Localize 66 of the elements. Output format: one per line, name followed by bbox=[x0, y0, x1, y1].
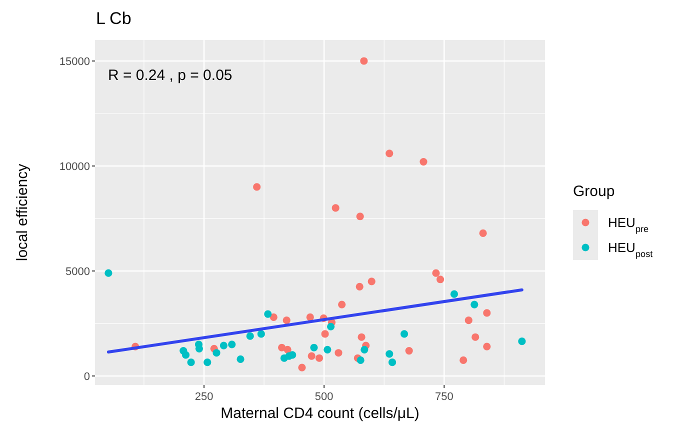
point bbox=[360, 346, 368, 354]
point bbox=[315, 354, 324, 362]
point bbox=[278, 344, 286, 352]
point bbox=[436, 276, 444, 284]
x-tick-label: 750 bbox=[434, 391, 454, 403]
point bbox=[308, 352, 316, 360]
point bbox=[432, 269, 440, 277]
legend-title: Group bbox=[573, 183, 615, 200]
point bbox=[338, 300, 346, 308]
chart-title: L Cb bbox=[96, 9, 132, 28]
point bbox=[405, 346, 413, 355]
point bbox=[518, 338, 526, 346]
point bbox=[324, 346, 332, 354]
y-axis-title: local efficiency bbox=[14, 163, 31, 262]
point bbox=[460, 356, 468, 364]
point bbox=[182, 351, 190, 359]
point bbox=[420, 158, 428, 166]
annotation: R = 0.24 , p = 0.05 bbox=[108, 67, 232, 84]
point bbox=[356, 212, 364, 220]
point bbox=[212, 349, 220, 357]
point bbox=[220, 342, 228, 350]
point bbox=[386, 350, 394, 358]
x-tick-label: 500 bbox=[314, 391, 334, 403]
point bbox=[284, 346, 292, 354]
point bbox=[187, 358, 195, 366]
point bbox=[236, 355, 244, 363]
point bbox=[360, 57, 368, 65]
point bbox=[386, 150, 394, 158]
point bbox=[334, 349, 342, 357]
point bbox=[356, 356, 364, 364]
point bbox=[356, 282, 364, 291]
legend-label: HEU$_{pre}$ bbox=[608, 215, 649, 234]
y-tick-label: 10000 bbox=[59, 160, 90, 173]
legend-label: HEU$_{post}$ bbox=[608, 240, 654, 259]
point bbox=[327, 322, 335, 330]
point bbox=[257, 330, 265, 338]
point bbox=[246, 332, 254, 340]
point bbox=[310, 344, 318, 352]
x-tick-label: 250 bbox=[194, 391, 214, 403]
point bbox=[104, 269, 112, 277]
point bbox=[483, 342, 491, 350]
point bbox=[306, 313, 314, 321]
point bbox=[472, 333, 480, 341]
point bbox=[282, 316, 290, 324]
point bbox=[332, 204, 340, 212]
point bbox=[298, 364, 306, 372]
point bbox=[400, 330, 408, 338]
point bbox=[388, 358, 396, 366]
point bbox=[321, 330, 329, 338]
point bbox=[470, 300, 478, 308]
point bbox=[270, 313, 278, 321]
point bbox=[368, 278, 376, 286]
point bbox=[483, 309, 491, 317]
point bbox=[479, 229, 487, 237]
y-tick-label: 15000 bbox=[59, 56, 90, 68]
point bbox=[464, 316, 472, 324]
point bbox=[288, 351, 296, 359]
point bbox=[228, 340, 236, 348]
y-tick-label: 5000 bbox=[66, 266, 90, 278]
point bbox=[264, 310, 272, 318]
point bbox=[253, 183, 261, 191]
y-tick-label: 0 bbox=[84, 370, 90, 383]
point bbox=[204, 358, 212, 366]
x-axis-title: Maternal CD4 count (cells/μL) bbox=[220, 405, 420, 422]
point bbox=[450, 290, 458, 298]
point bbox=[358, 333, 366, 341]
